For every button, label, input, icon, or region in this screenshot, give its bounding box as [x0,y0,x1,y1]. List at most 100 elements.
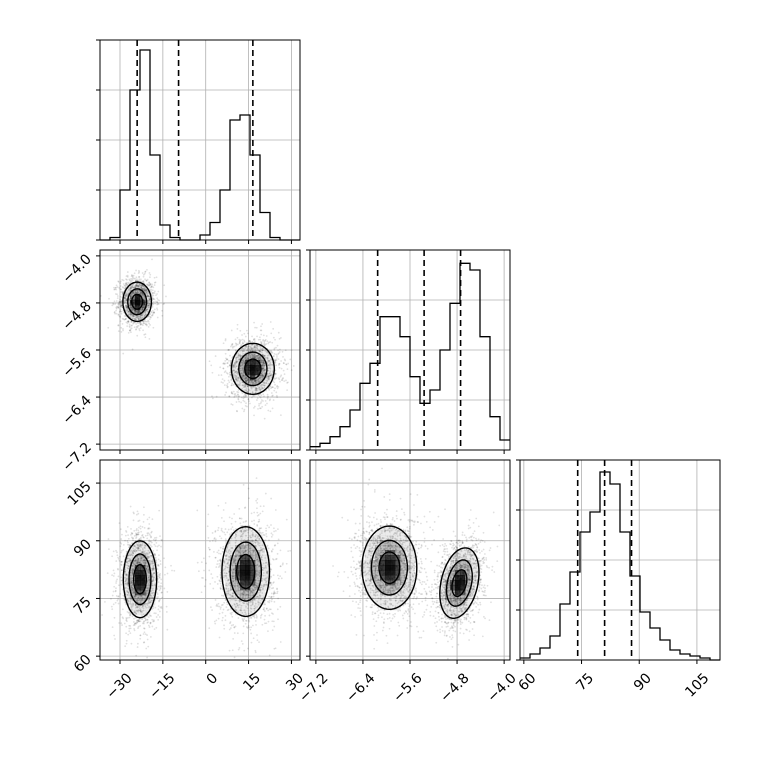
scatter-point [144,278,146,281]
scatter-point [115,309,118,312]
scatter-point [137,547,139,550]
scatter-point [147,325,150,328]
scatter-point [258,349,261,352]
scatter-point [145,567,148,570]
scatter-point [151,283,154,286]
scatter-point [142,633,145,635]
scatter-point [121,286,124,288]
scatter-point [117,324,120,326]
scatter-point [221,611,224,614]
scatter-point [115,580,118,583]
scatter-point [271,363,274,366]
scatter-point [152,311,155,314]
scatter-point [248,348,251,351]
scatter-point [253,382,256,385]
scatter-point [148,551,151,554]
scatter-point [147,295,150,298]
scatter-point [221,378,224,381]
scatter-point [137,558,140,560]
scatter-point [234,393,237,395]
scatter-point [240,361,243,364]
scatter-point [238,355,241,358]
scatter-point [246,378,248,381]
scatter-point [246,384,249,387]
scatter-point [129,625,132,627]
scatter-point [205,562,208,565]
scatter-point [143,288,146,291]
scatter-point [128,557,131,560]
density-cells [125,280,276,396]
scatter-point [150,595,153,597]
scatter-point [134,309,137,312]
scatter-point [260,401,263,403]
scatter-point [128,329,131,332]
scatter-point [123,315,126,317]
scatter-point [115,312,118,315]
scatter-point [140,314,143,317]
density-cell [255,390,261,396]
scatter-point [268,363,271,365]
scatter-point [127,321,130,324]
scatter-point [260,376,263,379]
histogram-bin [340,427,350,450]
scatter-point [130,287,132,290]
scatter-point [126,557,129,560]
scatter-point [147,606,150,608]
scatter-point [127,599,130,602]
scatter-point [143,559,146,562]
scatter-point [119,282,122,285]
scatter-point [138,316,141,319]
scatter-point [145,552,148,555]
scatter-point [252,357,255,359]
scatter-point [256,345,259,348]
scatter-point [134,317,137,319]
scatter-point [259,329,262,332]
scatter-point [273,381,276,384]
scatter-point [151,569,154,572]
scatter-point [120,331,123,333]
scatter-point [282,369,285,372]
scatter-point [260,384,263,386]
scatter-point [125,617,128,620]
scatter-point [137,310,139,313]
scatter-point [260,342,263,345]
scatter-point [270,532,273,535]
scatter-point [229,374,232,377]
scatter-point [141,544,144,547]
scatter-point [292,365,295,367]
scatter-point [217,374,220,377]
scatter-point [144,545,147,548]
scatter-point [126,593,129,596]
scatter-point [136,322,139,324]
scatter-point [128,288,131,291]
density-cell [235,350,241,356]
scatter-point [242,359,244,362]
scatter-point [125,561,128,563]
scatter-point [143,617,146,619]
scatter-point [263,344,266,347]
scatter-point [110,597,112,600]
scatter-point [147,304,150,307]
scatter-point [269,361,272,364]
scatter-point [152,297,155,300]
scatter-point [243,378,246,381]
scatter-point [117,330,120,333]
scatter-point [130,295,133,298]
scatter-point [120,310,123,313]
scatter-point [150,664,152,666]
scatter-point [242,374,245,377]
scatter-point [161,314,164,317]
scatter-point [141,551,144,553]
scatter-point [241,350,244,352]
histogram-bin [620,532,630,660]
scatter-point [135,292,138,294]
scatter-point [132,621,135,623]
scatter-point [247,388,250,391]
scatter-point [130,597,133,600]
scatter-point [130,536,133,539]
scatter-point [140,317,143,320]
scatter-point [117,557,120,560]
scatter-point [132,537,135,540]
scatter-point [135,534,138,537]
scatter-point [261,405,264,408]
